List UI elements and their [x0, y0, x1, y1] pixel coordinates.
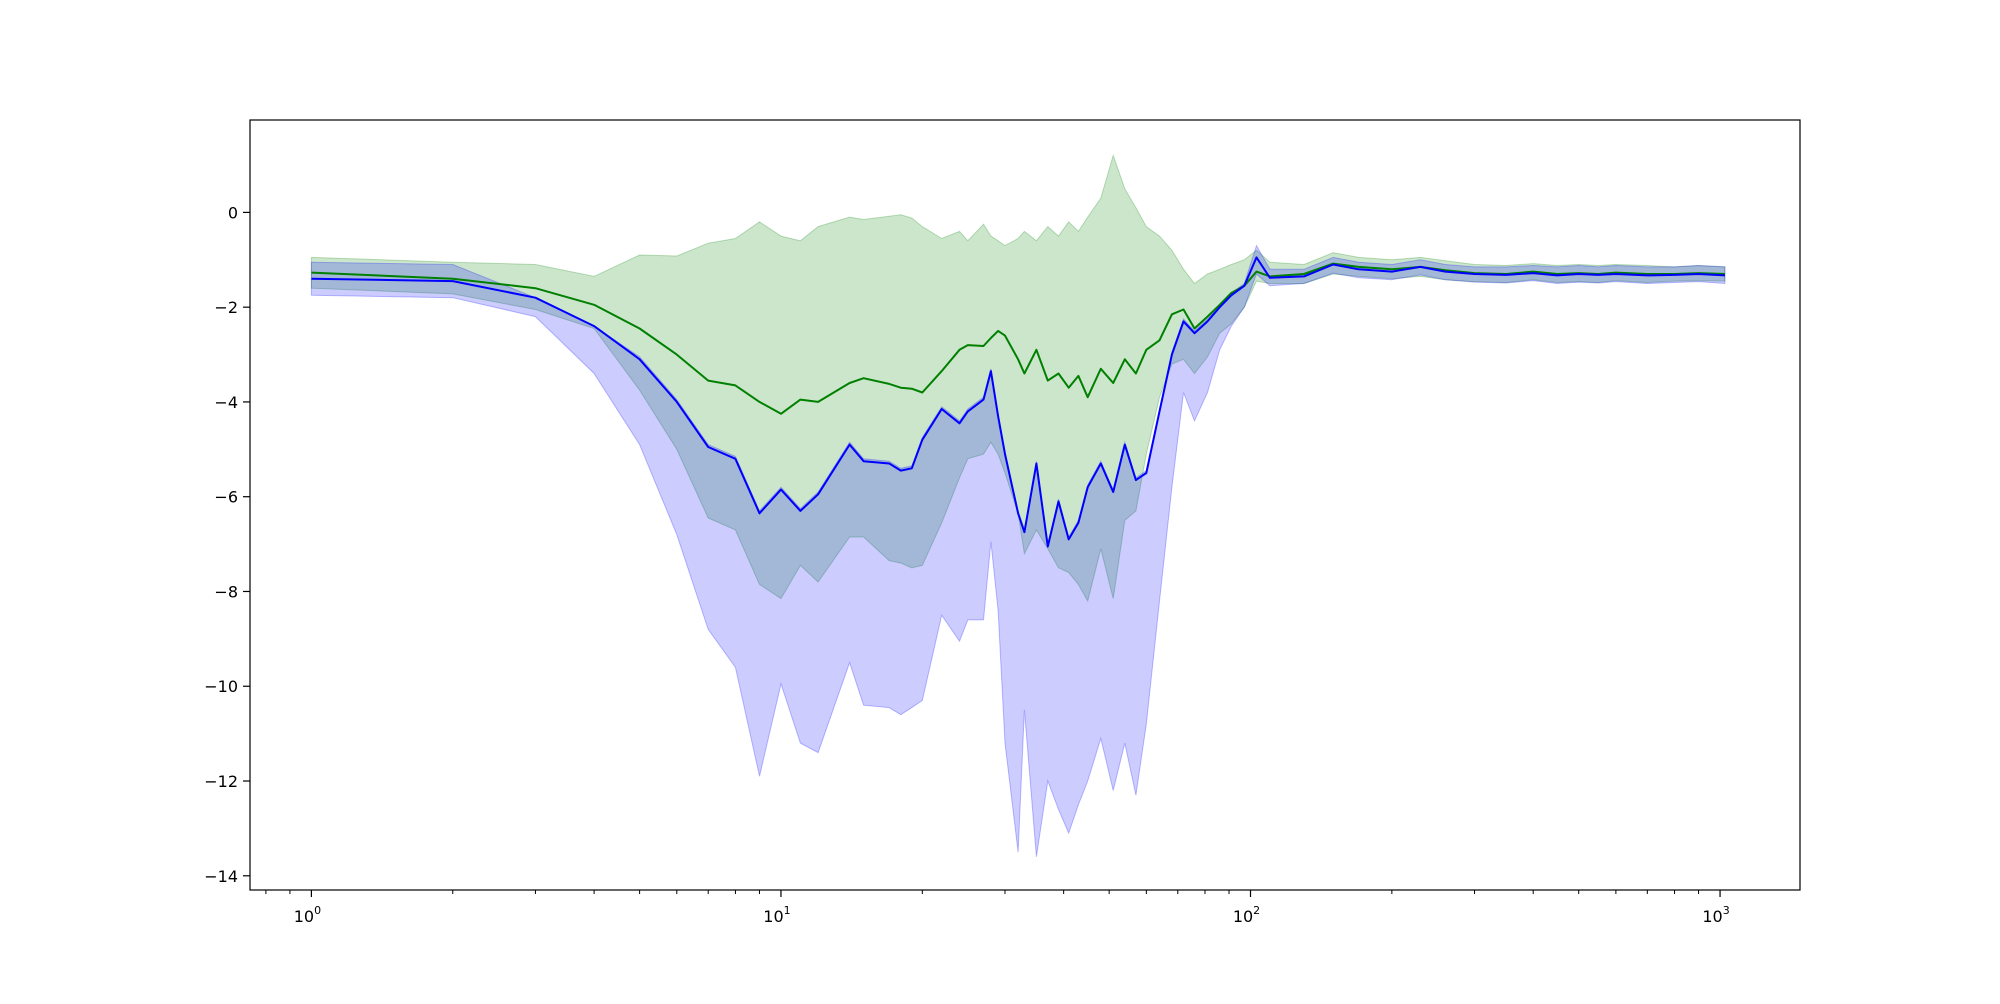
x-tick-label-2: 102 — [1233, 904, 1260, 926]
y-tick-label-4: −8 — [214, 582, 238, 601]
x-tick-label-1: 101 — [763, 904, 790, 926]
confidence-bands — [310, 153, 1726, 857]
y-tick-label-6: −12 — [204, 772, 238, 791]
y-tick-label-2: −4 — [214, 393, 238, 412]
x-tick-label-3: 103 — [1702, 904, 1729, 926]
x-tick-label-0: 100 — [294, 904, 321, 926]
y-axis: 0 −2 −4 −6 −8 −10 −12 −14 — [204, 203, 250, 886]
series-lines — [311, 256, 1725, 548]
y-tick-label-1: −2 — [214, 298, 238, 317]
y-tick-label-0: 0 — [228, 203, 238, 222]
series-line-0 — [311, 262, 1725, 415]
plot-frame — [249, 119, 1801, 891]
x-axis: 100 101 102 103 — [265, 890, 1730, 926]
y-tick-label-7: −14 — [204, 867, 238, 886]
y-tick-label-5: −10 — [204, 677, 238, 696]
series-line-1 — [311, 256, 1725, 548]
y-tick-label-3: −6 — [214, 488, 238, 507]
